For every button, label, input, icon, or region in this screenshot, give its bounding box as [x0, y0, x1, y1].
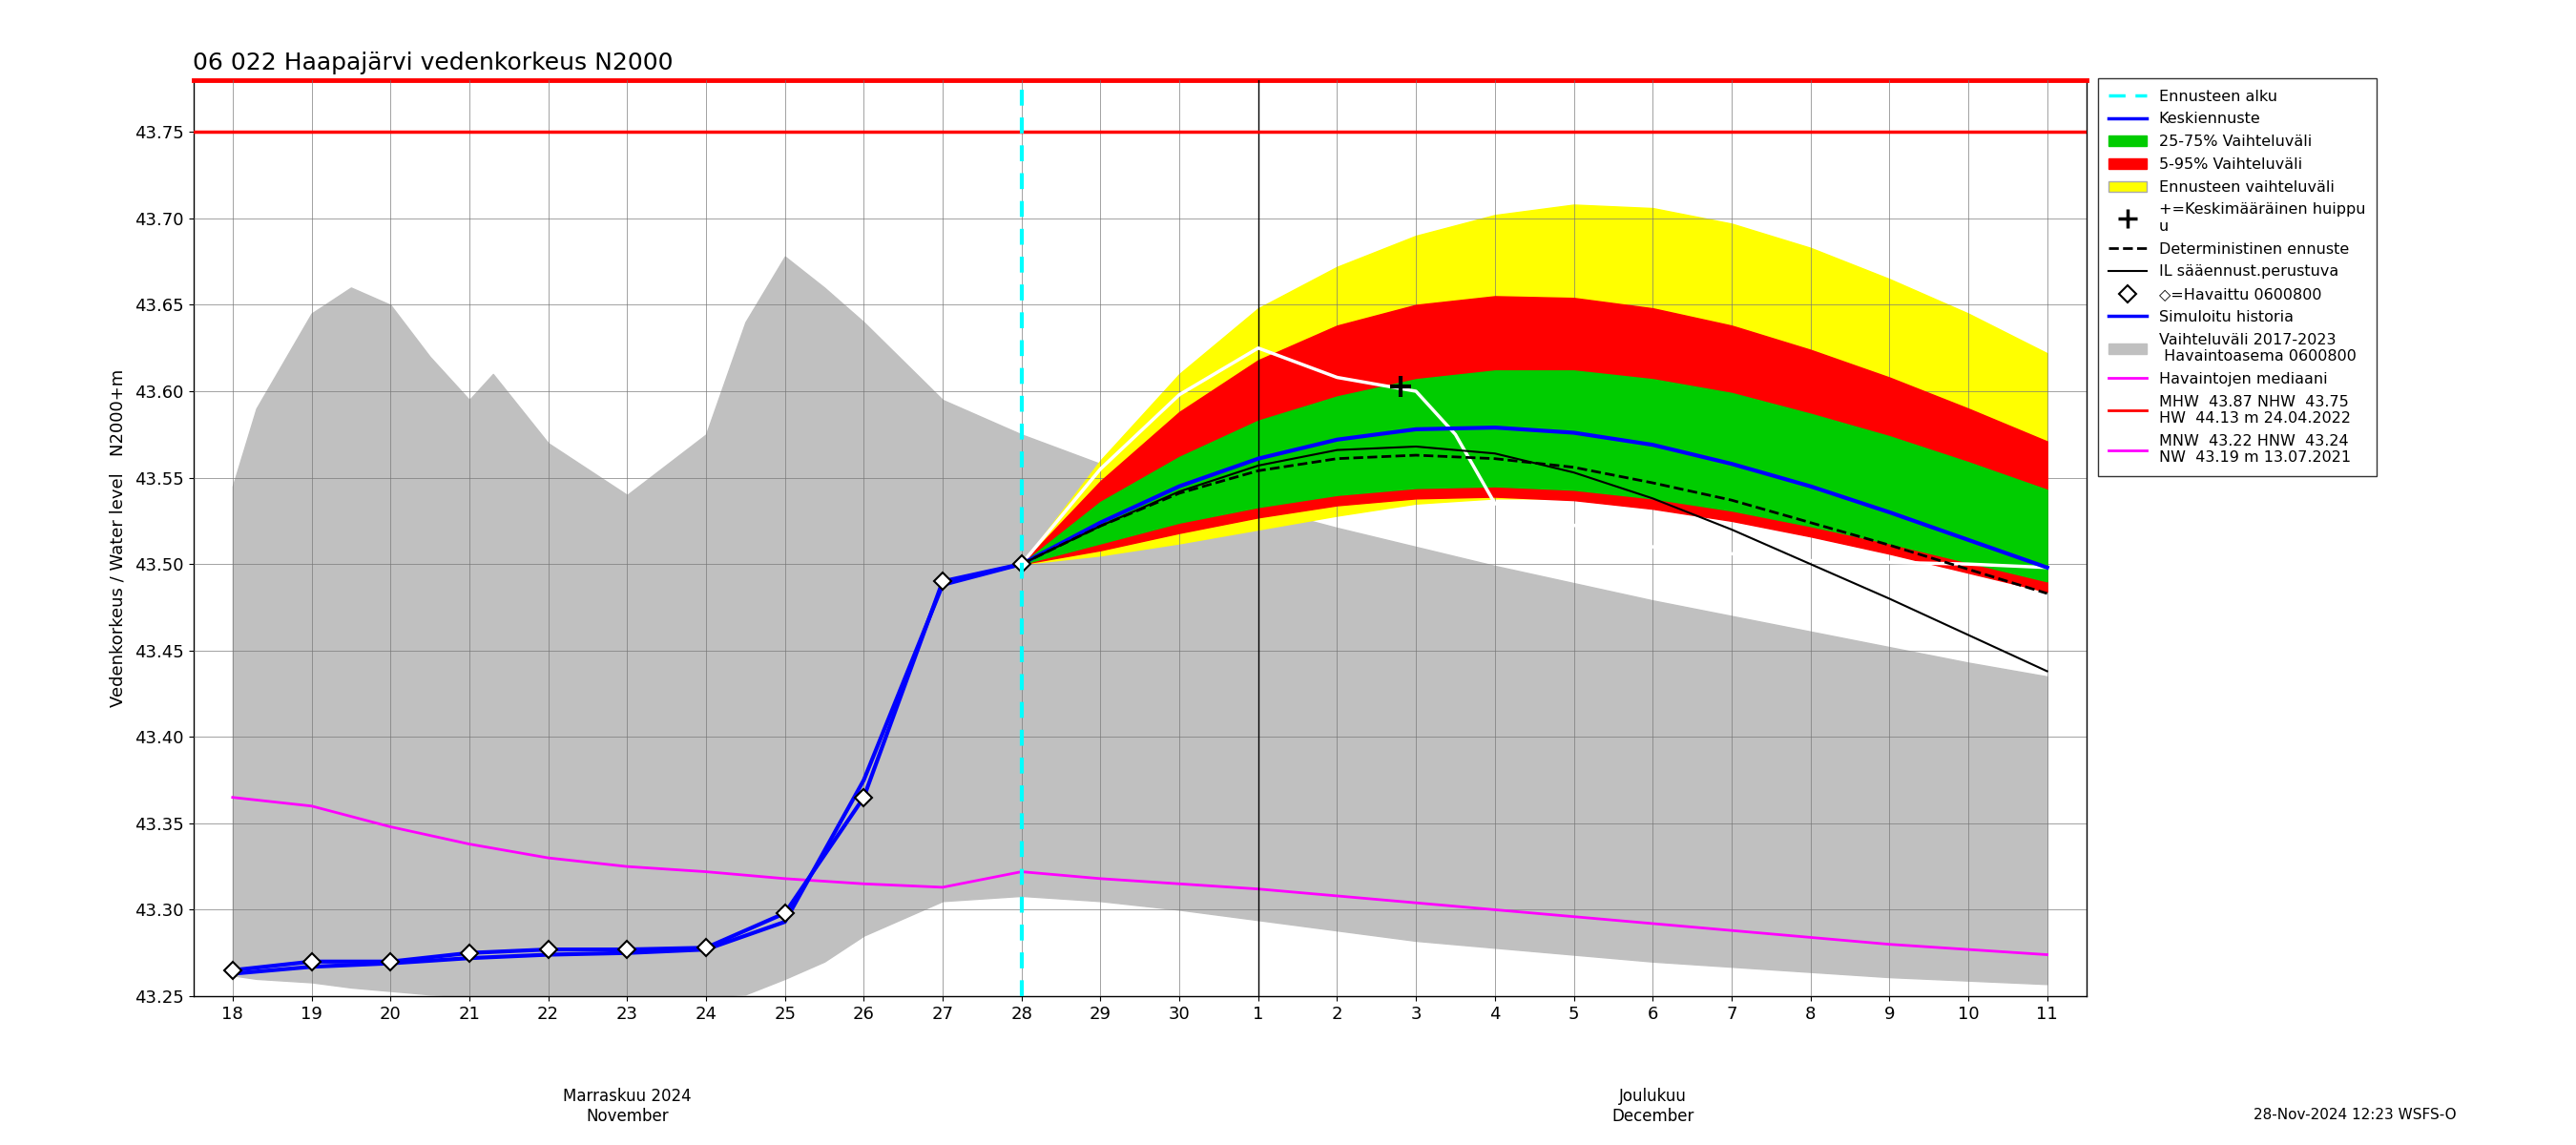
Text: 28-Nov-2024 12:23 WSFS-O: 28-Nov-2024 12:23 WSFS-O: [2254, 1108, 2458, 1122]
Text: Joulukuu
December: Joulukuu December: [1613, 1088, 1695, 1124]
Y-axis label: Vedenkorkeus / Water level   N2000+m: Vedenkorkeus / Water level N2000+m: [108, 369, 126, 708]
Text: Marraskuu 2024
November: Marraskuu 2024 November: [564, 1088, 690, 1124]
Legend: Ennusteen alku, Keskiennuste, 25-75% Vaihteluväli, 5-95% Vaihteluväli, Ennusteen: Ennusteen alku, Keskiennuste, 25-75% Vai…: [2097, 79, 2375, 475]
Text: 06 022 Haapajärvi vedenkorkeus N2000: 06 022 Haapajärvi vedenkorkeus N2000: [193, 52, 672, 74]
